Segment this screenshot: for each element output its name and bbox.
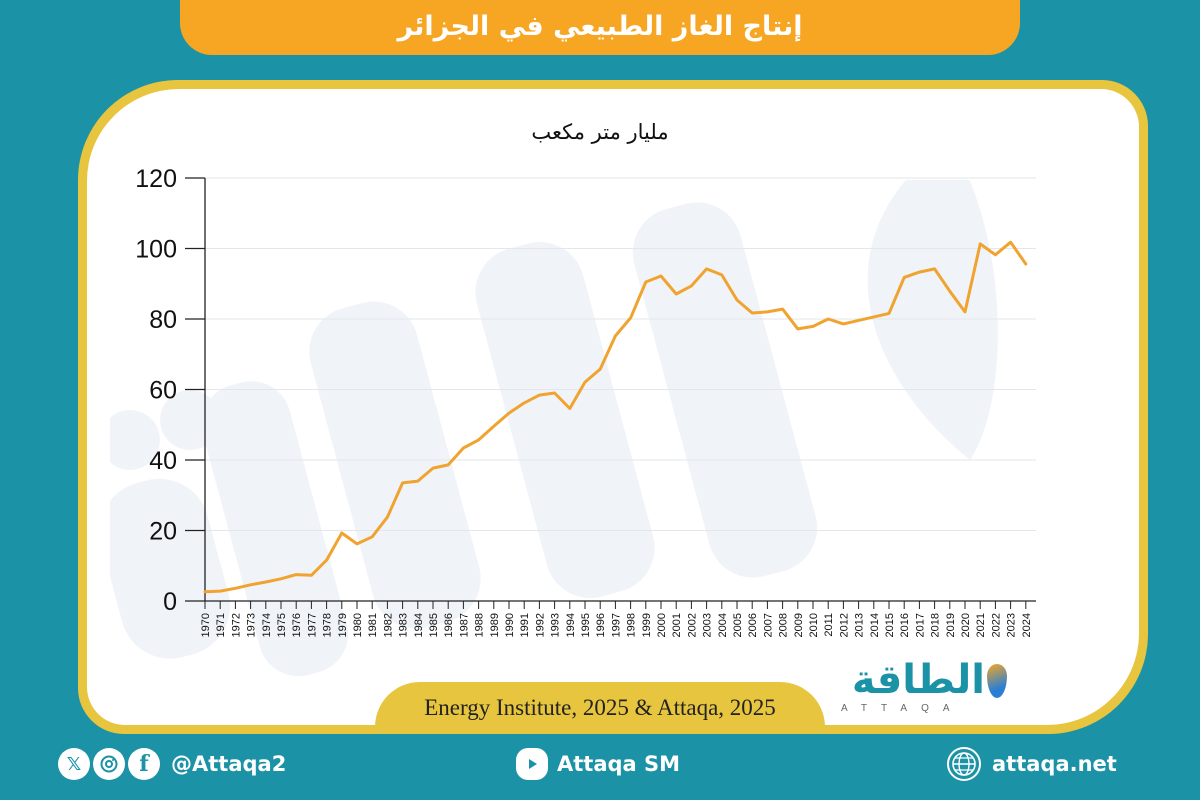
y-tick-label: 0 [163, 588, 177, 616]
chart-subtitle: مليار متر مكعب [531, 120, 669, 144]
footer-website: attaqa.net [947, 747, 1117, 781]
x-tick-label: 2017 [914, 613, 926, 637]
x-tick-label: 1987 [458, 613, 470, 637]
x-tick-label: 1996 [595, 613, 607, 637]
x-tick-label: 2011 [823, 613, 835, 637]
x-tick-label: 1970 [200, 613, 212, 637]
x-tick-label: 2018 [930, 613, 942, 637]
x-tick-label: 1998 [626, 613, 638, 637]
x-tick-label: 1975 [276, 613, 288, 637]
x-tick-label: 2000 [656, 613, 668, 637]
x-tick-label: 2009 [793, 613, 805, 637]
logo-arabic-text: الطاقة [851, 657, 985, 703]
x-tick-label: 1981 [367, 613, 379, 637]
x-tick-label: 1972 [230, 613, 242, 637]
x-tick-label: 1980 [352, 613, 364, 637]
y-tick-label: 40 [149, 447, 177, 475]
x-tick-label: 2002 [686, 613, 698, 637]
x-tick-label: 2021 [975, 613, 987, 637]
x-tick-label: 1993 [550, 613, 562, 637]
logo-drop-icon [987, 664, 1007, 698]
youtube-icon[interactable] [516, 748, 548, 780]
title-bar: إنتاج الغاز الطبيعي في الجزائر [180, 0, 1020, 55]
x-tick-label: 1984 [413, 613, 425, 637]
x-tick-label: 1983 [398, 613, 410, 637]
source-tab: Energy Institute, 2025 & Attaqa, 2025 [375, 682, 825, 734]
x-tick-label: 2001 [671, 613, 683, 637]
x-tick-label: 2005 [732, 613, 744, 637]
x-tick-label: 2014 [869, 613, 881, 637]
x-tick-label: 2016 [899, 613, 911, 637]
x-tick-label: 2007 [762, 613, 774, 637]
globe-icon [947, 747, 981, 781]
y-tick-label: 60 [149, 377, 177, 405]
x-tick-label: 1978 [322, 613, 334, 637]
x-tick-label: 1971 [215, 613, 227, 637]
y-tick-label: 80 [149, 306, 177, 334]
source-text: Energy Institute, 2025 & Attaqa, 2025 [424, 695, 776, 720]
x-tick-label: 1990 [504, 613, 516, 637]
x-tick-label: 2006 [747, 613, 759, 637]
x-tick-label: 1979 [337, 613, 349, 637]
page-title: إنتاج الغاز الطبيعي في الجزائر [397, 11, 803, 42]
footer-social: 𝕏 f @Attaqa2 [58, 748, 286, 780]
x-tick-label: 2022 [990, 613, 1002, 637]
x-tick-label: 2023 [1006, 613, 1018, 637]
x-tick-label: 1988 [474, 613, 486, 637]
x-tick-label: 1991 [519, 613, 531, 637]
x-tick-label: 1992 [534, 613, 546, 637]
data-line [203, 240, 1028, 594]
attaqa-logo: الطاقة ATTAQA [835, 658, 1015, 720]
y-tick-label: 20 [149, 518, 177, 546]
x-tick-label: 1973 [246, 613, 258, 637]
x-tick-label: 1977 [306, 613, 318, 637]
x-tick-label: 1976 [291, 613, 303, 637]
x-icon[interactable]: 𝕏 [58, 748, 90, 780]
x-tick-label: 2010 [808, 613, 820, 637]
social-handle[interactable]: @Attaqa2 [171, 752, 287, 776]
x-tick-label: 2024 [1021, 613, 1033, 637]
x-tick-label: 2003 [702, 613, 714, 637]
website-link[interactable]: attaqa.net [992, 752, 1117, 776]
x-tick-label: 2015 [884, 613, 896, 637]
x-tick-label: 1974 [261, 613, 273, 637]
x-tick-label: 1994 [565, 613, 577, 637]
x-tick-label: 2008 [778, 613, 790, 637]
x-tick-label: 2013 [854, 613, 866, 637]
x-tick-label: 2004 [717, 613, 729, 637]
instagram-icon[interactable] [93, 748, 125, 780]
youtube-label[interactable]: Attaqa SM [557, 752, 681, 776]
x-tick-label: 1989 [489, 613, 501, 637]
x-tick-label: 1986 [443, 613, 455, 637]
y-tick-label: 100 [135, 236, 177, 264]
footer-youtube: Attaqa SM [516, 748, 680, 780]
x-tick-label: 2020 [960, 613, 972, 637]
x-tick-label: 1985 [428, 613, 440, 637]
x-tick-label: 1997 [610, 613, 622, 637]
x-tick-label: 1995 [580, 613, 592, 637]
y-tick-label: 120 [135, 165, 177, 193]
logo-latin-text: ATTAQA [841, 703, 964, 714]
x-tick-label: 2019 [945, 613, 957, 637]
x-tick-label: 1982 [382, 613, 394, 637]
x-tick-label: 1999 [641, 613, 653, 637]
x-tick-label: 2012 [838, 613, 850, 637]
facebook-icon[interactable]: f [128, 748, 160, 780]
